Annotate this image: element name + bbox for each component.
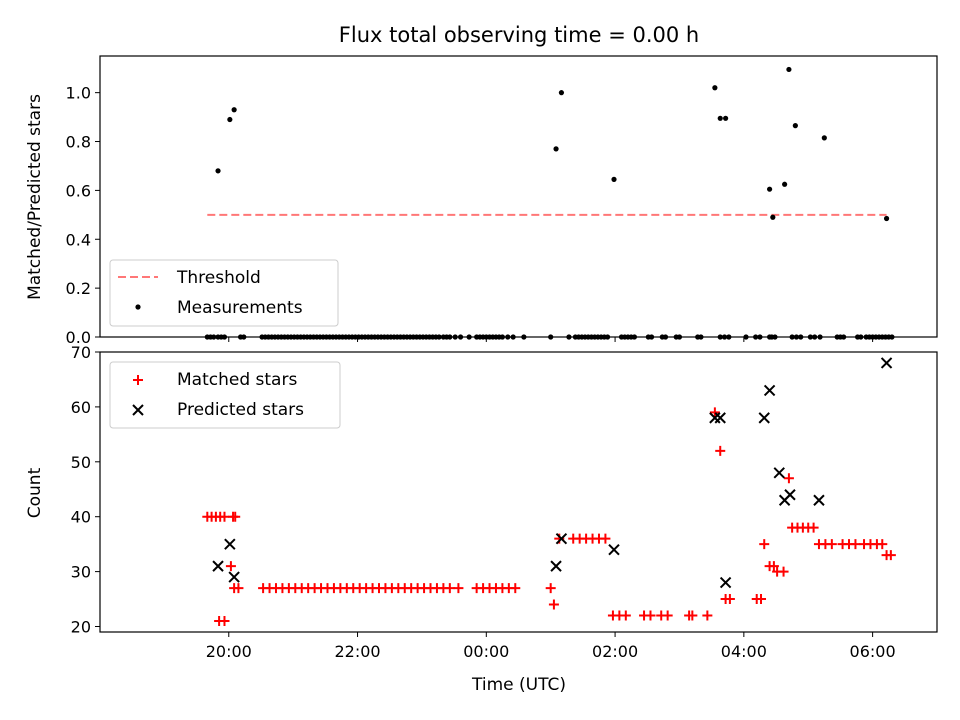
predicted-point-8 [719,576,732,589]
xtick-label-3: 02:00 [592,642,638,661]
predicted-point-7 [714,412,726,424]
bottom-ytick-label-2: 40 [71,508,91,527]
top-plot: 0.0 0.2 0.4 0.6 0.8 1.0 Threshold Measurements [66,55,938,347]
matched-point-79 [778,566,789,577]
legend-threshold-label: Threshold [176,268,261,288]
xtick-label-5: 06:00 [850,642,896,661]
matched-point-72 [724,594,735,605]
matched-point-63 [645,610,656,621]
bottom-plot: 20:00 22:00 00:00 02:00 04:00 06:00 20 30 40 50 60… [71,343,938,661]
predicted-point-13 [784,489,796,501]
top-ytick-label-2: 0.4 [66,230,91,249]
xtick-label-4: 04:00 [721,642,767,661]
matched-point-65 [662,610,673,621]
top-ytick-label-1: 0.2 [66,279,91,298]
measurement-point-13 [792,123,798,129]
legend-matched-label: Matched stars [177,370,297,390]
bottom-ytick-label-0: 20 [71,618,91,637]
measurement-point-15 [883,215,890,222]
measurement-point-4 [558,90,565,96]
matched-point-74 [756,594,767,605]
bottom-legend-box [109,361,341,429]
matched-point-11 [233,583,244,594]
matched-point-8 [219,616,230,627]
predicted-point-0 [212,560,224,572]
predicted-point-1 [224,538,236,550]
bottom-ytick-label-5: 70 [71,343,91,362]
matched-point-6 [230,511,241,522]
xtick-label-2: 00:00 [463,642,509,661]
bottom-ytick-label-4: 60 [71,398,91,417]
matched-point-75 [759,539,770,550]
measurement-point-7 [717,115,723,121]
predicted-point-9 [758,412,770,424]
top-ytick-label-5: 1.0 [66,84,91,103]
legend-predicted-swatch [132,404,144,416]
chart-title: Flux total observing time = 0.00 h [339,23,699,47]
matched-point-77 [768,561,779,572]
xlabel: Time (UTC) [471,675,566,695]
matched-point-88 [826,539,837,550]
measurement-point-14 [821,135,827,141]
matched-point-4 [219,511,230,522]
matched-point-80 [783,473,794,484]
bottom-ylabel: Count [25,467,45,518]
predicted-point-3 [550,560,562,572]
measurement-point-1 [227,116,233,123]
matched-point-41 [444,583,455,594]
predicted-point-2 [228,571,240,583]
legend-measurements-label: Measurements [177,298,303,318]
measurement-point-9 [767,186,773,192]
measurement-point-11 [782,181,788,187]
legend-matched-swatch [133,375,143,385]
predicted-point-5 [608,543,620,556]
matched-point-91 [850,539,861,550]
top-legend-box [109,259,339,327]
top-ytick-label-3: 0.6 [66,181,91,200]
measurement-point-12 [786,66,792,73]
matched-point-97 [885,550,896,561]
matched-point-69 [709,407,720,418]
matched-point-49 [510,583,521,594]
top-axes-frame [99,55,938,338]
measurement-point-6 [712,85,718,91]
matched-point-85 [808,522,819,533]
predicted-point-4 [555,532,568,545]
legend-predicted-label: Predicted stars [177,400,304,420]
matched-point-95 [877,539,888,550]
matched-point-58 [600,533,611,544]
measurement-point-10 [770,214,776,220]
matched-point-51 [548,599,559,610]
measurement-point-5 [611,176,617,182]
matched-point-70 [715,445,726,456]
predicted-point-10 [763,384,776,397]
bottom-ytick-label-3: 50 [71,453,91,472]
measurement-point-2 [231,107,237,113]
top-ytick-label-0: 0.0 [66,328,91,347]
xtick-label-0: 20:00 [206,642,252,661]
predicted-point-15 [880,357,893,369]
matched-point-61 [620,610,631,621]
predicted-point-14 [813,494,825,506]
xtick-label-1: 22:00 [334,642,380,661]
matched-point-9 [225,561,236,572]
bottom-axes-frame [99,351,938,633]
legend-measurements-swatch [135,304,141,310]
measurement-point-0 [215,168,221,174]
matched-point-42 [453,583,464,594]
matched-point-50 [545,583,556,594]
matched-point-68 [702,610,713,621]
measurement-point-3 [553,146,559,152]
top-ytick-label-4: 0.8 [66,133,91,152]
matched-point-67 [687,610,698,621]
measurement-point-8 [723,115,729,121]
bottom-ytick-label-1: 30 [71,563,91,582]
predicted-point-11 [773,467,785,479]
top-ylabel: Matched/Predicted stars [25,94,45,300]
